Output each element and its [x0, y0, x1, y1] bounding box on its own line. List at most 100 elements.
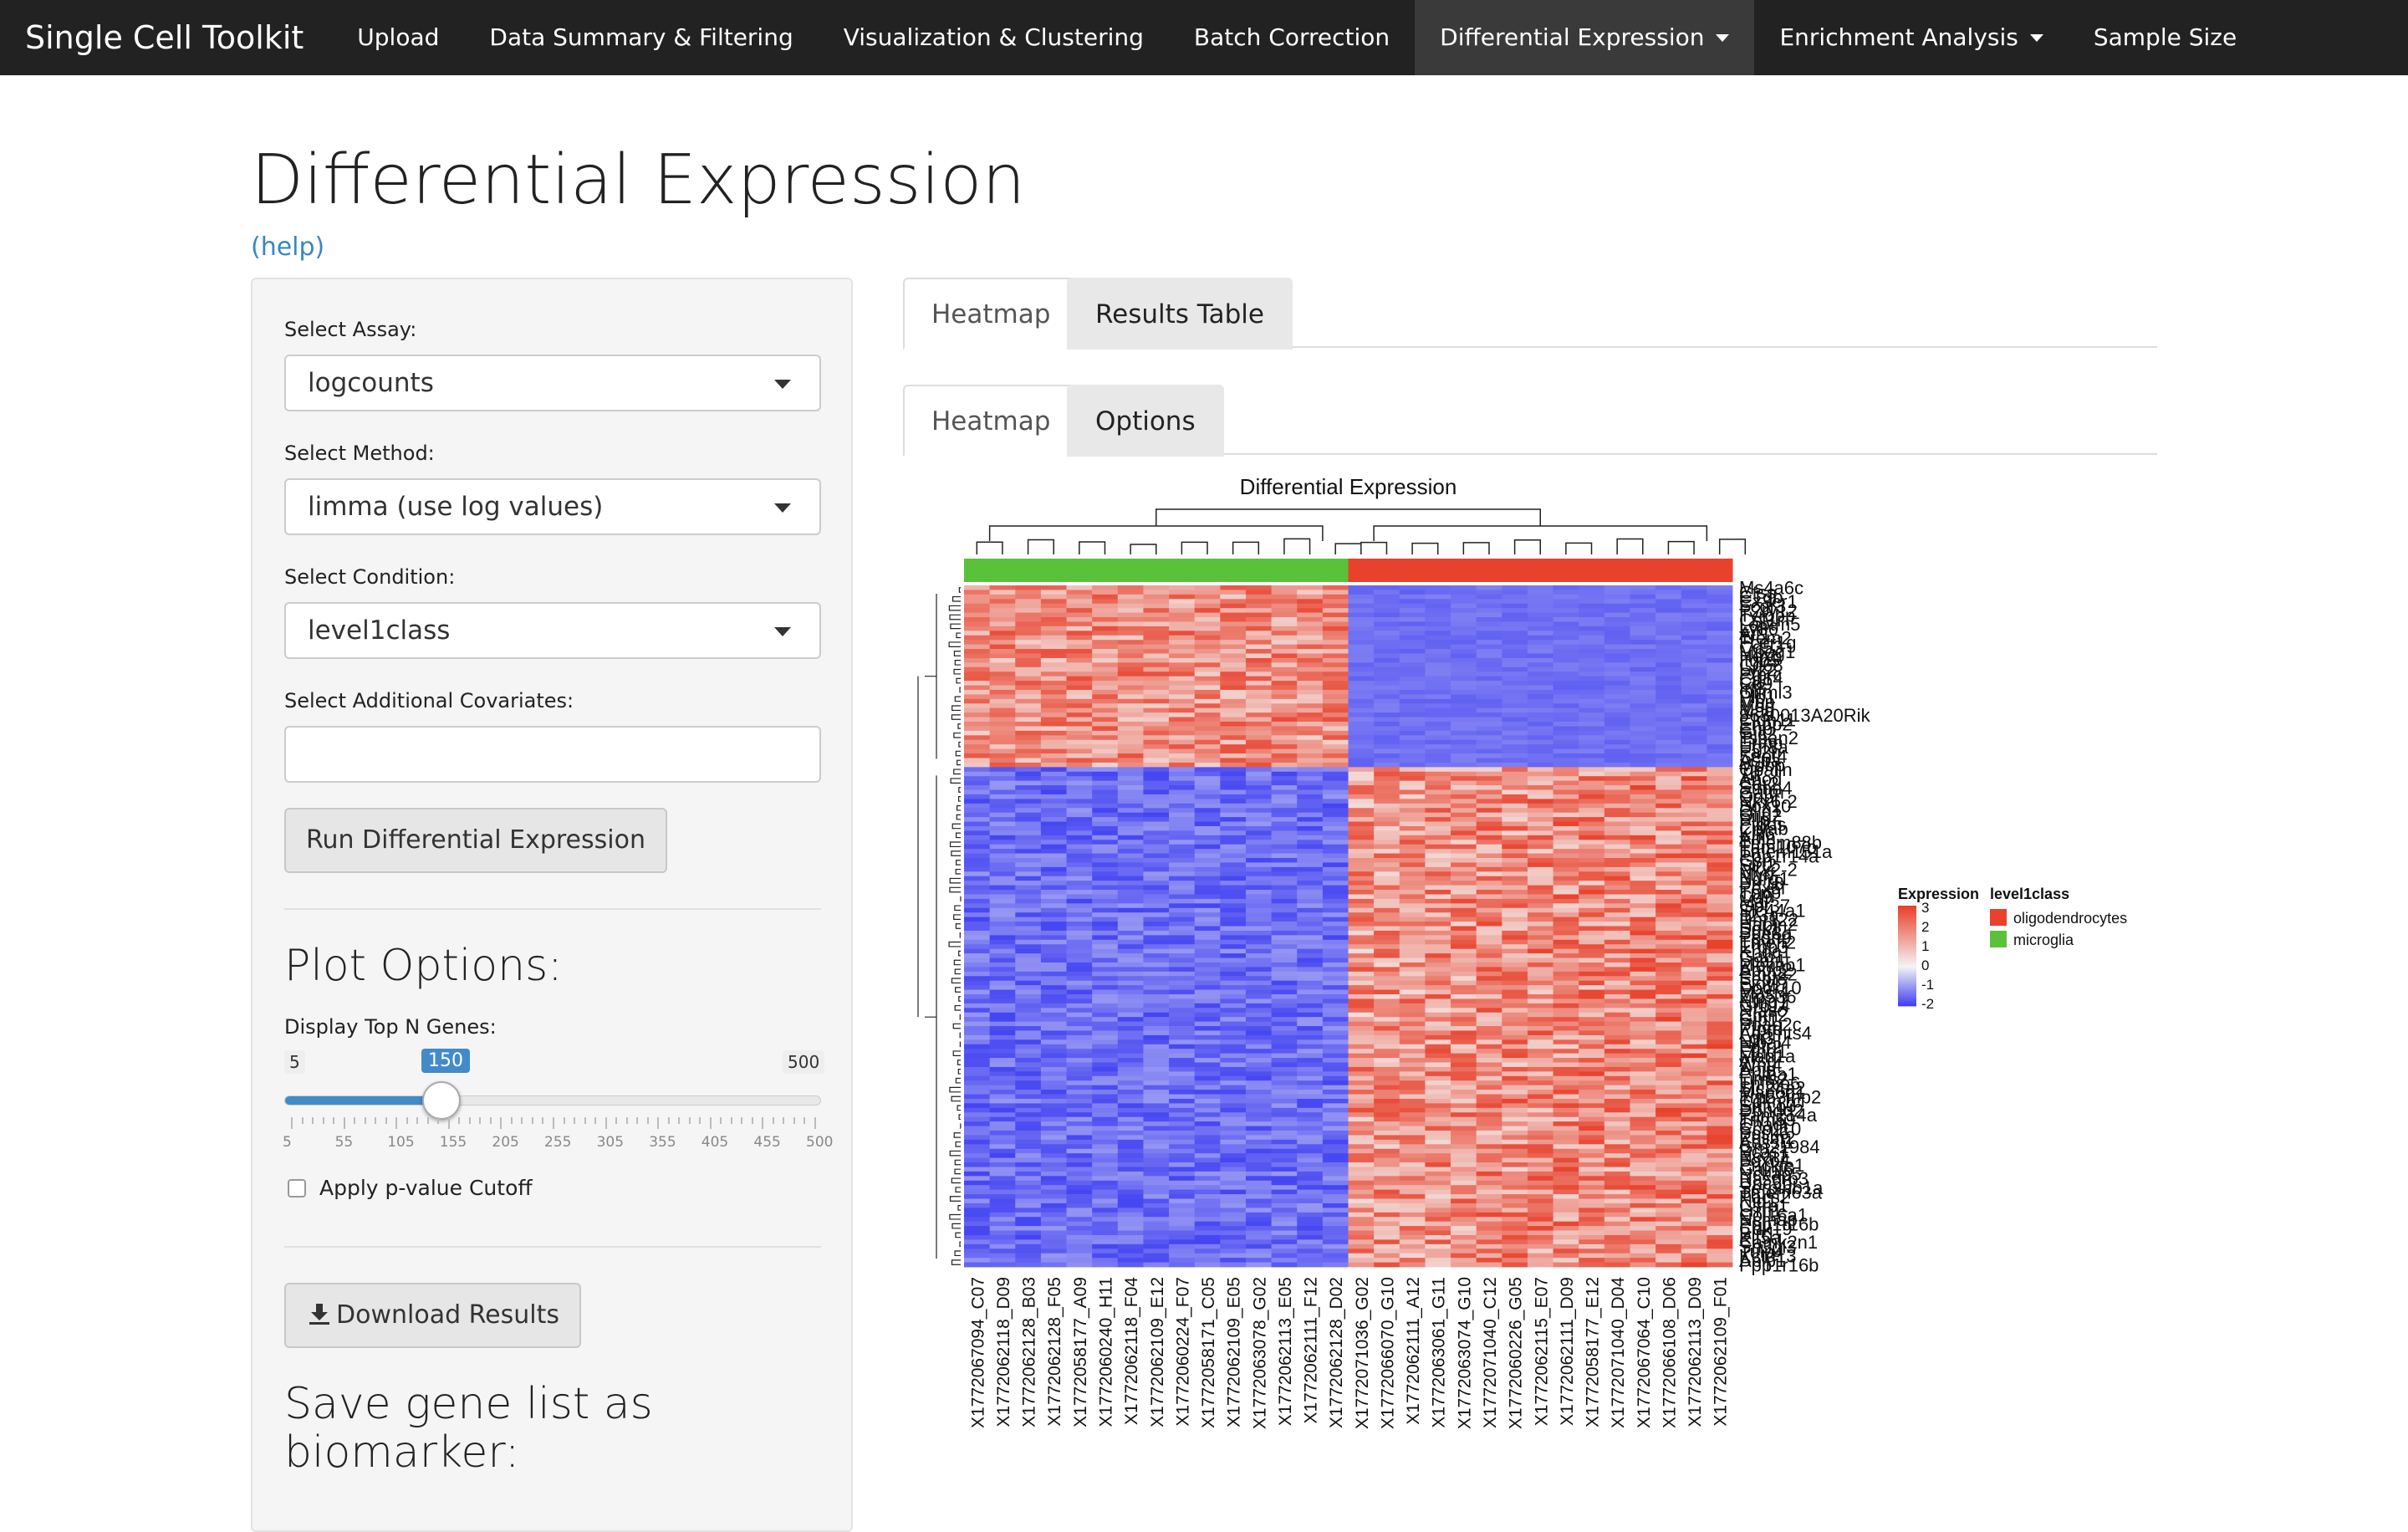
- heatmap-cell: [1066, 722, 1093, 727]
- heatmap-cell: [1681, 717, 1707, 723]
- method-select[interactable]: limma (use log values): [284, 478, 821, 535]
- heatmap-cell: [1425, 1094, 1451, 1100]
- help-link[interactable]: (help): [251, 232, 325, 262]
- heatmap-cell: [1143, 1194, 1170, 1199]
- nav-differential-expression[interactable]: Differential Expression: [1415, 0, 1755, 75]
- heatmap-cell: [1579, 994, 1605, 999]
- heatmap-cell: [1374, 1062, 1400, 1068]
- heatmap-cell: [1245, 907, 1272, 913]
- nav-batch-correction[interactable]: Batch Correction: [1169, 0, 1415, 75]
- heatmap-cell: [1322, 1098, 1349, 1104]
- assay-select[interactable]: logcounts: [284, 355, 821, 411]
- heatmap-cell: [1476, 780, 1502, 786]
- heatmap-cell: [1425, 1021, 1451, 1027]
- heatmap-cell: [1681, 1062, 1707, 1068]
- heatmap-cell: [964, 1243, 991, 1249]
- subtab-options[interactable]: Options: [1067, 385, 1224, 457]
- heatmap-cell: [1579, 662, 1605, 668]
- nav-sample-size[interactable]: Sample Size: [2069, 0, 2262, 75]
- slider-handle[interactable]: [422, 1081, 462, 1120]
- tab-results-table[interactable]: Results Table: [1067, 278, 1293, 350]
- download-results-button[interactable]: Download Results: [284, 1283, 581, 1348]
- heatmap-cell: [1527, 694, 1553, 700]
- heatmap-cell: [1015, 1226, 1042, 1231]
- gene-label: Sept4: [1739, 746, 1788, 767]
- heatmap-cell: [1143, 662, 1170, 668]
- heatmap-cell: [1553, 1230, 1579, 1236]
- heatmap-cell: [1451, 1226, 1477, 1231]
- heatmap-cell: [1092, 799, 1119, 804]
- heatmap-cell: [1502, 1062, 1528, 1068]
- heatmap-cell: [1374, 626, 1400, 631]
- heatmap-cell: [1143, 744, 1170, 749]
- pvalue-cutoff-checkbox[interactable]: [288, 1179, 306, 1198]
- heatmap-cell: [1502, 985, 1528, 990]
- heatmap-cell: [1245, 1243, 1272, 1249]
- heatmap-cell: [1399, 1008, 1426, 1014]
- heatmap-cell: [1220, 748, 1247, 754]
- heatmap-cell: [1220, 1203, 1247, 1208]
- heatmap-cell: [1707, 803, 1733, 809]
- heatmap-cell: [1143, 825, 1170, 831]
- heatmap-cell: [1040, 1208, 1067, 1213]
- heatmap-cell: [1656, 617, 1682, 622]
- heatmap-cell: [1117, 853, 1144, 859]
- nav-data-summary[interactable]: Data Summary & Filtering: [464, 0, 818, 75]
- heatmap-cell: [1092, 698, 1119, 704]
- heatmap-cell: [1604, 681, 1630, 686]
- heatmap-cell: [1271, 962, 1298, 968]
- expression-legend-swatch: [1898, 994, 1916, 997]
- heatmap-cell: [1374, 917, 1400, 922]
- heatmap-cell: [1015, 780, 1042, 786]
- slider-minor-tick: [301, 1117, 304, 1124]
- heatmap-cell: [1271, 1053, 1298, 1059]
- heatmap-cell: [1015, 894, 1042, 900]
- heatmap-cell: [1707, 1039, 1733, 1045]
- heatmap-cell: [1297, 1171, 1324, 1177]
- top-n-genes-slider-track[interactable]: [284, 1095, 821, 1106]
- heatmap-cell: [1476, 722, 1502, 727]
- condition-select[interactable]: level1class: [284, 602, 821, 659]
- heatmap-cell: [1604, 948, 1630, 954]
- heatmap-cell: [1476, 1116, 1502, 1122]
- heatmap-cell: [964, 948, 991, 954]
- gene-label: Grb14: [1739, 996, 1790, 1017]
- nav-upload[interactable]: Upload: [332, 0, 464, 75]
- covariates-input[interactable]: [284, 726, 821, 783]
- heatmap-cell: [1143, 1090, 1170, 1095]
- heatmap-cell: [1374, 1080, 1400, 1086]
- slider-minor-tick: [772, 1117, 774, 1124]
- heatmap-cell: [989, 1131, 1016, 1136]
- heatmap-cell: [1579, 1139, 1605, 1145]
- heatmap-cell: [1143, 944, 1170, 950]
- heatmap-cell: [1194, 698, 1221, 704]
- run-differential-expression-button[interactable]: Run Differential Expression: [284, 808, 667, 873]
- heatmap-cell: [964, 894, 991, 900]
- subtab-heatmap[interactable]: Heatmap: [903, 385, 1079, 457]
- heatmap-cell: [1502, 953, 1528, 958]
- heatmap-cell: [1502, 962, 1528, 968]
- heatmap-cell: [1399, 944, 1426, 950]
- heatmap-cell: [1194, 771, 1221, 777]
- nav-visualization[interactable]: Visualization & Clustering: [819, 0, 1169, 75]
- heatmap-cell: [1476, 676, 1502, 682]
- heatmap-cell: [1271, 1098, 1298, 1104]
- heatmap-cell: [1656, 590, 1682, 595]
- expression-legend-swatch: [1898, 947, 1916, 950]
- nav-enrichment[interactable]: Enrichment Analysis: [1754, 0, 2068, 75]
- heatmap-cell: [1143, 980, 1170, 986]
- app-brand[interactable]: Single Cell Toolkit: [25, 19, 304, 56]
- heatmap-cell: [1656, 962, 1682, 968]
- gene-label: Sept8: [1739, 968, 1788, 989]
- pvalue-cutoff-label[interactable]: Apply p-value Cutoff: [319, 1176, 533, 1200]
- heatmap-cell: [1707, 717, 1733, 723]
- tab-heatmap[interactable]: Heatmap: [903, 278, 1079, 350]
- heatmap-cell: [1169, 590, 1196, 595]
- heatmap-cell: [1348, 758, 1375, 763]
- expression-legend-title: Expression: [1898, 886, 1979, 902]
- heatmap-cell: [1066, 631, 1093, 636]
- heatmap-cell: [989, 662, 1016, 668]
- heatmap-cell: [1451, 835, 1477, 840]
- heatmap-cell: [1220, 1098, 1247, 1104]
- heatmap-cell: [1169, 939, 1196, 945]
